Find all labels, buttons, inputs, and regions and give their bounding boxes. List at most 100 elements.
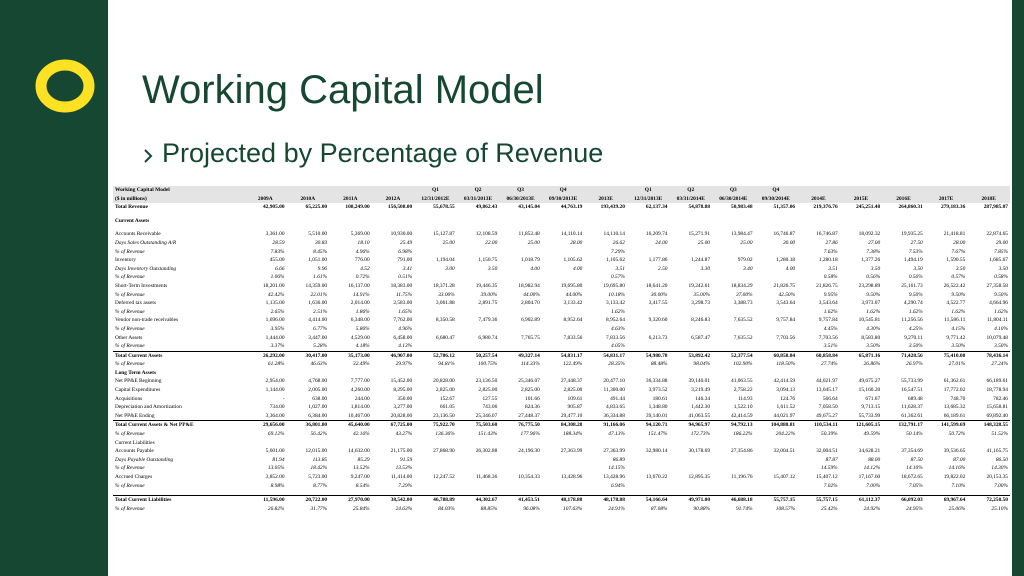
table-row: Short-Term Investments 18,201.00 14,359.00… xyxy=(113,282,1010,291)
cell xyxy=(457,456,500,465)
table-row: % of Revenue 42.42% 22.01% 14.91% 11.75% 33.0… xyxy=(113,291,1010,300)
cell: 94,792.13 xyxy=(712,420,755,431)
cell: 18,383.00 xyxy=(390,282,413,289)
table-row: Days Payable Outstanding 81.94 113.85 85.29… xyxy=(113,456,1010,465)
cell: 108,249.00 xyxy=(345,204,370,211)
cell xyxy=(414,308,457,317)
cell: 7.63% xyxy=(823,248,838,255)
cell: 30.00 xyxy=(782,239,796,246)
cell: 26,522.42 xyxy=(943,282,966,289)
cell: 7.38% xyxy=(866,248,881,255)
cell: 43,145.04 xyxy=(518,204,540,211)
table-row: % of Revenue 69.12% 56.42% 42.16% 43.27% 136.… xyxy=(113,430,1010,439)
cell: 76,775.50 xyxy=(499,420,542,431)
cell: 18,834.29 xyxy=(731,282,753,289)
cell: 10,079.48 xyxy=(986,334,1008,341)
cell: 4.05% xyxy=(610,343,625,350)
cell xyxy=(414,482,457,491)
cell xyxy=(414,273,457,282)
cell: 151.47% xyxy=(648,431,668,438)
cell: 4,522.77 xyxy=(946,300,966,307)
cell: 42.16% xyxy=(353,431,370,438)
cell: 61.28% xyxy=(267,361,285,368)
cell: 4.00 xyxy=(785,265,796,272)
cell: 24.63% xyxy=(395,505,413,512)
cell xyxy=(542,248,585,257)
cell: 16,746.87 xyxy=(816,231,838,238)
cell: 91.74% xyxy=(735,505,753,512)
cell: 94.81% xyxy=(438,361,455,368)
cell: 3,361.00 xyxy=(265,231,285,238)
cell: 4,768.00 xyxy=(308,378,328,385)
cell: 16,209.74 xyxy=(645,231,668,238)
cell: 7.83% xyxy=(270,248,285,255)
cell: 0.72% xyxy=(355,274,370,281)
cell: 7.29% xyxy=(398,482,413,489)
cell: 19,446.35 xyxy=(475,282,498,289)
cell: 3.37% xyxy=(270,343,285,350)
cell: 9,757.84 xyxy=(818,317,838,324)
cell xyxy=(542,273,585,282)
cell xyxy=(287,369,330,378)
table-row: Inventory 455.00 1,051.00 776.00 791.00 1,194… xyxy=(113,256,1010,265)
cell: 1,611.52 xyxy=(776,404,796,411)
cell: 87.00 xyxy=(953,456,966,463)
cell: 734.00 xyxy=(269,404,285,411)
cell: 2,825.00 xyxy=(563,387,583,394)
cell: 87.08% xyxy=(650,505,668,512)
cell xyxy=(967,217,1010,226)
cell: 22.01% xyxy=(310,291,328,298)
cell: 27,363.99 xyxy=(603,448,625,455)
cell: 4,414.00 xyxy=(308,317,328,324)
cell: 14.15% xyxy=(608,465,625,472)
row-label: % of Revenue xyxy=(115,248,145,255)
cell xyxy=(457,325,500,334)
cell: 44.00% xyxy=(565,291,583,298)
cell: 661.05 xyxy=(439,404,455,411)
cell: 1.62% xyxy=(866,308,881,315)
cell: 26.62 xyxy=(612,239,625,246)
cell: 4.18% xyxy=(355,343,370,350)
cell: 7.05% xyxy=(908,482,923,489)
cell: 27.00 xyxy=(868,239,881,246)
row-label: Days Inventory Outstanding xyxy=(115,265,177,272)
cell xyxy=(755,325,798,334)
cell xyxy=(329,186,372,195)
cell: 15,452.00 xyxy=(390,378,413,385)
row-label: Inventory xyxy=(115,257,136,264)
row-label: % of Revenue xyxy=(115,465,145,472)
cell xyxy=(499,217,542,226)
cell: 49,971.00 xyxy=(669,495,713,505)
table-row: % of Revenue 26.82% 31.77% 25.84% 24.63% 84.0… xyxy=(113,505,1010,514)
cell: 24.00 xyxy=(655,239,668,246)
cell: 03/31/2014E xyxy=(669,194,713,204)
cell: 8.45% xyxy=(313,248,328,255)
cell: 3.00 xyxy=(445,265,455,272)
cell: 1,244.87 xyxy=(691,257,711,264)
cell: 3,543.64 xyxy=(776,300,796,307)
cell: 9,270.11 xyxy=(904,334,923,341)
cell: 61,112.37 xyxy=(839,495,883,505)
cell: 30,417.00 xyxy=(286,350,330,361)
cell: 13,428.96 xyxy=(603,474,625,480)
cell: 48,178.88 xyxy=(584,495,627,505)
cell xyxy=(755,248,798,257)
row-label: Accounts Payable xyxy=(115,448,154,455)
cell: 25.06% xyxy=(948,505,966,512)
cell: 3.50 xyxy=(870,265,881,272)
cell: 11.75% xyxy=(395,291,413,298)
cell: 46,788.89 xyxy=(414,495,457,505)
cell: 14.59% xyxy=(821,465,838,472)
cell: 8.98% xyxy=(270,482,285,489)
cell: 455.00 xyxy=(269,257,285,264)
cell xyxy=(712,308,755,317)
cell: 5.28% xyxy=(313,343,328,350)
cell: 27,448.37 xyxy=(518,412,540,419)
cell: 54,166.64 xyxy=(626,495,670,505)
cell: 26.97% xyxy=(906,361,923,368)
cell: 15,407.12 xyxy=(773,474,796,480)
cell: 49,675.27 xyxy=(858,378,881,385)
table-row: % of Revenue 13.05% 18.42% 13.52% 13.53% 14.1… xyxy=(113,464,1010,473)
cell: 23,298.89 xyxy=(858,282,881,289)
cell: 50.39% xyxy=(821,431,838,438)
